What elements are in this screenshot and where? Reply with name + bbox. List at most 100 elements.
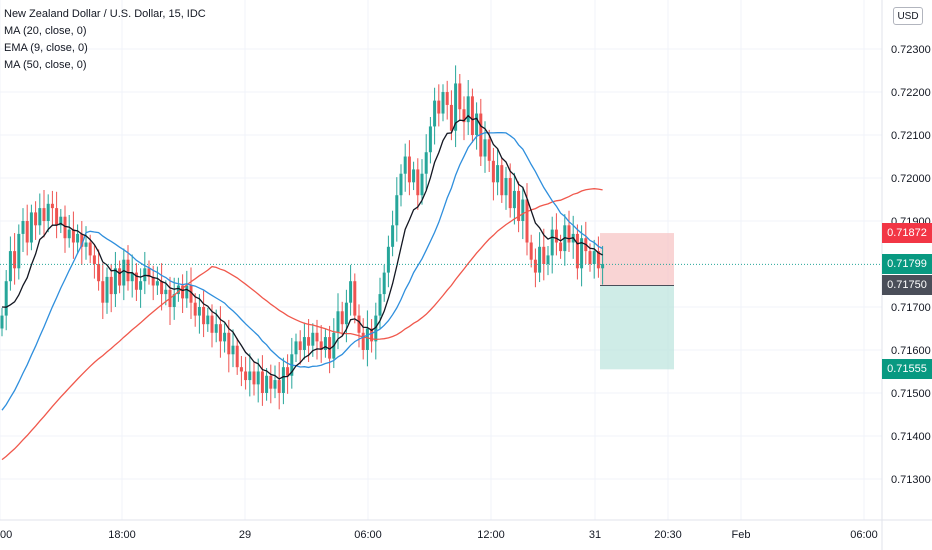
candle-body [391, 225, 395, 247]
candle-body [420, 173, 424, 196]
ma50-line [1, 188, 603, 461]
candle-body [181, 285, 185, 299]
candle-body [395, 195, 399, 226]
candle-body [588, 251, 592, 264]
candlestick-series [0, 65, 605, 410]
y-tick-label: 0.71600 [891, 345, 931, 357]
candle-body [319, 341, 323, 350]
candle-body [567, 225, 571, 243]
candle-body [580, 238, 584, 269]
candle-body [546, 255, 550, 264]
candle-body [38, 208, 42, 226]
candle-body [139, 281, 143, 290]
legend-symbol-title[interactable]: New Zealand Dollar / U.S. Dollar, 15, ID… [4, 8, 206, 20]
candle-body [92, 255, 96, 264]
candle-body [483, 139, 487, 157]
candle-body [311, 332, 315, 346]
x-tick-label: 06:00 [354, 529, 382, 541]
x-tick-label: 06:00 [850, 529, 878, 541]
candle-body [533, 259, 537, 273]
candle-body [445, 92, 449, 105]
candle-body [277, 380, 281, 393]
candle-body [151, 276, 155, 286]
candle-body [349, 281, 353, 303]
candle-body [361, 332, 365, 350]
x-tick-label: 29 [239, 529, 251, 541]
candle-body [462, 109, 466, 123]
candle-body [193, 302, 197, 316]
candle-body [143, 268, 147, 282]
candle-body [596, 251, 600, 269]
x-tick-label: Feb [732, 529, 751, 541]
ema9-line [1, 114, 603, 380]
candle-body [118, 268, 122, 286]
candle-body [298, 341, 302, 350]
candle-body [126, 259, 130, 282]
candle-body [8, 251, 12, 282]
candle-body [601, 264, 605, 269]
y-tick-label: 0.71700 [891, 302, 931, 314]
candle-body [370, 328, 374, 342]
candle-body [29, 212, 33, 243]
legend-ema9[interactable]: EMA (9, close, 0) [4, 42, 88, 54]
candle-body [223, 332, 227, 342]
candle-body [260, 371, 264, 393]
candle-body [382, 272, 386, 295]
candle-body [13, 251, 17, 269]
x-tick-label: 31 [589, 529, 601, 541]
candle-body [403, 156, 407, 174]
candle-body [357, 315, 361, 333]
candle-body [172, 294, 176, 307]
currency-button[interactable]: USD [893, 7, 923, 25]
candle-body [508, 178, 512, 209]
candle-body [441, 92, 445, 114]
candle-body [231, 345, 235, 355]
candle-body [504, 178, 508, 196]
candle-body [302, 337, 306, 350]
candle-body [386, 246, 390, 273]
legend-ma20[interactable]: MA (20, close, 0) [4, 25, 87, 37]
legend-ma50[interactable]: MA (50, close, 0) [4, 59, 87, 71]
candle-body [437, 100, 441, 114]
candle-body [294, 341, 298, 355]
candle-body [554, 229, 558, 243]
candle-body [273, 380, 277, 389]
candle-body [84, 242, 88, 247]
candle-body [521, 199, 525, 222]
candle-body [529, 242, 533, 260]
candle-body [475, 113, 479, 136]
candle-body [336, 311, 340, 333]
candle-body [538, 246, 542, 273]
candle-body [218, 324, 222, 342]
candle-body [122, 259, 126, 286]
candle-body [59, 216, 63, 226]
take-profit-zone [600, 285, 674, 370]
candle-body [592, 251, 596, 264]
ema-price-tag: 0.71872 [882, 223, 932, 244]
candle-body [21, 221, 25, 234]
candle-body [244, 371, 248, 381]
candle-body [55, 208, 59, 226]
candle-body [147, 268, 151, 277]
candle-body [113, 268, 117, 295]
candle-body [109, 276, 113, 295]
candle-body [265, 375, 269, 393]
candle-body [197, 306, 201, 316]
candle-body [466, 96, 470, 123]
candle-body [176, 285, 180, 295]
candle-body [449, 104, 453, 131]
stop-loss-zone [600, 233, 674, 286]
candle-body [416, 169, 420, 196]
y-tick-label: 0.72200 [891, 87, 931, 99]
candle-body [88, 242, 92, 256]
candle-body [239, 367, 243, 372]
candle-body [550, 229, 554, 256]
y-tick-label: 0.72100 [891, 130, 931, 142]
candle-body [575, 233, 579, 269]
candle-body [470, 96, 474, 136]
target-price-tag: 0.71555 [882, 359, 932, 380]
candle-body [525, 199, 529, 243]
candle-body [160, 281, 164, 295]
